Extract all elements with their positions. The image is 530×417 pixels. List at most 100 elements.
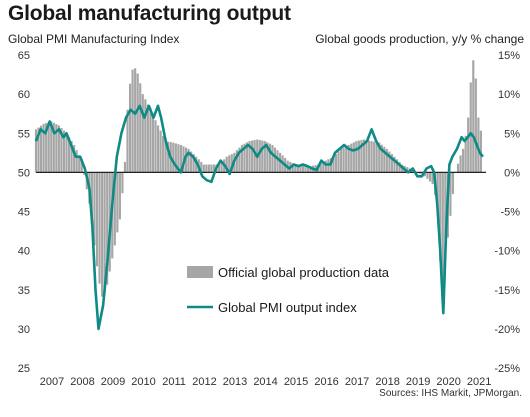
production-bar — [345, 146, 348, 173]
legend-label: Official global production data — [218, 265, 390, 280]
production-bar — [319, 163, 322, 173]
production-bar — [207, 164, 210, 173]
left-axis-tick-label: 60 — [18, 89, 30, 101]
production-bar — [365, 140, 368, 173]
production-bar — [278, 152, 282, 173]
legend-bar-swatch — [187, 266, 213, 278]
production-bar — [464, 135, 467, 173]
production-bar — [362, 139, 366, 173]
production-bar — [37, 127, 40, 173]
production-bar — [444, 172, 447, 260]
production-bar — [217, 164, 221, 173]
production-bar — [383, 146, 386, 173]
production-bar — [156, 125, 160, 173]
production-bar — [190, 151, 193, 173]
right-axis-tick-label: -25% — [494, 363, 520, 375]
production-bar — [116, 172, 119, 233]
production-bar — [67, 137, 71, 173]
production-bar — [154, 120, 157, 173]
right-axis-tick-label: -10% — [494, 246, 520, 258]
production-bar — [73, 144, 76, 173]
production-bar — [332, 156, 335, 173]
production-bar — [291, 163, 294, 173]
x-axis-tick-label: 2008 — [70, 376, 94, 388]
production-bar — [184, 147, 188, 173]
x-axis-tick-label: 2009 — [101, 376, 125, 388]
production-bar — [373, 141, 376, 173]
production-bar — [172, 142, 175, 173]
production-bar — [90, 172, 94, 225]
production-bar — [370, 141, 373, 173]
production-bar — [479, 130, 482, 173]
production-bar — [167, 141, 170, 173]
production-bar — [123, 161, 127, 173]
production-bar — [441, 172, 444, 282]
production-bar — [263, 141, 266, 173]
production-bar — [380, 144, 383, 173]
chart-title: Global manufacturing output — [8, 2, 291, 25]
production-bar — [75, 150, 78, 173]
production-bar — [245, 142, 249, 173]
production-bar — [34, 129, 38, 173]
production-bar — [350, 143, 353, 173]
production-bar — [164, 141, 167, 173]
production-bar — [149, 109, 152, 173]
production-bar — [144, 99, 147, 173]
source-note: Sources: IHS Markit, JPMorgan. — [379, 388, 522, 399]
production-bar — [375, 142, 378, 173]
production-bar — [276, 150, 279, 173]
production-bar — [60, 128, 63, 173]
production-bar — [258, 140, 261, 173]
x-axis-tick-label: 2011 — [162, 376, 186, 388]
production-bar — [113, 172, 116, 246]
production-bar — [106, 172, 109, 285]
left-axis-tick-label: 30 — [18, 324, 30, 336]
production-bar — [459, 155, 462, 173]
production-bar — [202, 164, 205, 173]
production-bar — [474, 78, 477, 173]
x-axis-tick-label: 2019 — [406, 376, 430, 388]
production-bar — [45, 123, 48, 173]
production-bar — [248, 141, 251, 173]
production-bar — [352, 142, 355, 173]
production-bar — [134, 68, 137, 173]
production-bar — [304, 165, 307, 173]
production-bar — [385, 148, 388, 173]
production-bar — [42, 123, 45, 173]
production-bar — [225, 156, 228, 173]
production-bar — [456, 163, 460, 173]
production-bar — [205, 164, 208, 173]
production-bar — [162, 135, 165, 173]
right-axis-tick-label: 5% — [504, 128, 520, 140]
production-bar — [230, 154, 233, 173]
production-bar — [78, 155, 81, 173]
production-bar — [179, 144, 182, 173]
production-bar — [472, 60, 475, 173]
production-bar — [271, 144, 274, 173]
production-bar — [306, 165, 310, 173]
production-bar — [309, 166, 312, 173]
production-bar — [428, 172, 432, 182]
right-axis-tick-label: -5% — [500, 207, 520, 219]
production-bar — [322, 161, 325, 173]
production-bar — [347, 144, 350, 173]
left-axis-tick-label: 45 — [18, 207, 30, 219]
production-bar — [243, 143, 246, 173]
production-bar — [126, 109, 129, 173]
right-axis-tick-label: 0% — [504, 167, 520, 179]
right-axis-tick-label: 10% — [498, 89, 520, 101]
production-bar — [395, 159, 399, 173]
left-axis-title: Global PMI Manufacturing Index — [8, 32, 180, 46]
x-axis-tick-label: 2015 — [284, 376, 308, 388]
right-axis-title: Global goods production, y/y % change — [315, 32, 524, 46]
production-bar — [390, 154, 394, 173]
production-bar — [431, 172, 434, 185]
x-axis-tick-label: 2012 — [192, 376, 216, 388]
production-bar — [40, 125, 43, 173]
production-bar — [301, 164, 305, 173]
production-bar — [62, 130, 66, 173]
left-axis-tick-label: 35 — [18, 285, 30, 297]
production-bar — [388, 151, 391, 173]
production-bar — [128, 83, 132, 173]
production-bar — [151, 114, 155, 173]
